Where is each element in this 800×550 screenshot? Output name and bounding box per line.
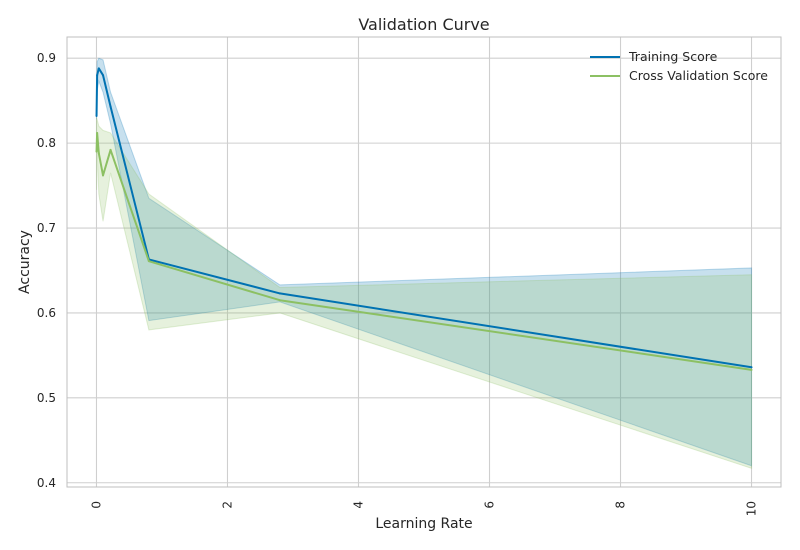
x-tick-labels: 0 2 4 6 8 10 [89, 501, 758, 516]
y-axis-label: Accuracy [17, 230, 33, 294]
x-tick-label: 0 [89, 501, 103, 509]
data-point [95, 114, 98, 117]
data-point [750, 366, 753, 369]
y-tick-label: 0.6 [37, 306, 56, 320]
data-point [95, 150, 98, 153]
data-point [97, 67, 100, 70]
x-axis-label: Learning Rate [375, 516, 472, 532]
y-tick-label: 0.7 [37, 221, 56, 235]
y-tick-label: 0.8 [37, 136, 56, 150]
grid-layer [67, 37, 781, 487]
confidence-band [96, 57, 753, 467]
data-point [109, 148, 112, 151]
plot-frame [66, 36, 782, 488]
data-point [109, 105, 112, 108]
chart-title: Validation Curve [358, 15, 489, 34]
data-point [147, 260, 150, 263]
x-tick-label: 8 [614, 501, 628, 509]
x-tick-label: 10 [745, 501, 759, 516]
x-tick-label: 6 [483, 501, 497, 509]
data-point [96, 131, 99, 134]
legend-label-cross-validation-score: Cross Validation Score [629, 68, 768, 83]
data-point [750, 368, 753, 371]
y-tick-label: 0.4 [37, 476, 56, 490]
confidence-band [96, 117, 753, 470]
y-tick-label: 0.5 [37, 391, 56, 405]
data-point [97, 152, 100, 155]
series-lines [95, 67, 753, 371]
y-tick-label: 0.9 [37, 51, 56, 65]
data-point [278, 292, 281, 295]
series-line [95, 131, 752, 371]
data-point [278, 299, 281, 302]
legend: Training Score Cross Validation Score [590, 49, 768, 83]
confidence-bands [96, 57, 753, 470]
data-point [96, 74, 99, 77]
y-tick-labels: 0.4 0.5 0.6 0.7 0.8 0.9 [37, 51, 56, 490]
legend-label-training-score: Training Score [628, 49, 718, 64]
x-tick-label: 4 [351, 501, 365, 509]
data-point [102, 74, 105, 77]
series-line [95, 67, 752, 369]
x-tick-label: 2 [220, 501, 234, 509]
data-point [102, 174, 105, 177]
